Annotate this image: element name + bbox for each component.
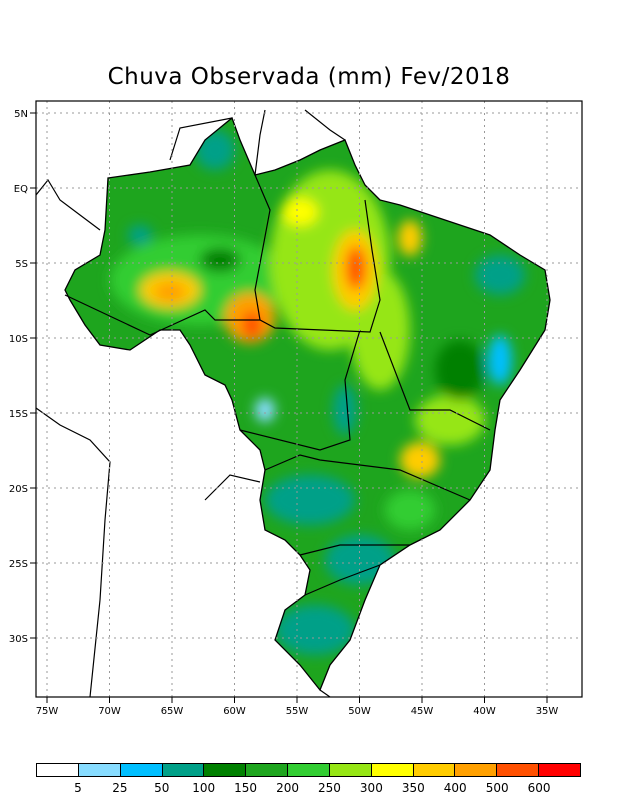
lat-label: 5S xyxy=(15,259,28,270)
colorbar-swatch xyxy=(371,764,414,776)
colorbar-swatch xyxy=(455,764,498,776)
colorbar-label: 50 xyxy=(154,781,170,795)
map-frame xyxy=(35,100,583,698)
colorbar xyxy=(36,763,581,777)
colorbar-swatch xyxy=(246,764,289,776)
lon-label: 60W xyxy=(223,706,246,717)
colorbar-swatch xyxy=(413,764,456,776)
lon-label: 45W xyxy=(411,706,434,717)
colorbar-label: 600 xyxy=(527,781,551,795)
lat-label: 15S xyxy=(9,409,28,420)
colorbar-label: 300 xyxy=(359,781,383,795)
colorbar-swatch xyxy=(162,764,205,776)
lat-label: 20S xyxy=(9,484,28,495)
colorbar-swatch xyxy=(37,764,79,776)
lon-label: 50W xyxy=(348,706,371,717)
lat-label: 30S xyxy=(9,634,28,645)
colorbar-label: 250 xyxy=(318,781,341,795)
colorbar-swatch xyxy=(539,764,580,776)
colorbar-label: 500 xyxy=(485,781,509,795)
lat-label: EQ xyxy=(14,184,28,195)
colorbar-swatch xyxy=(497,764,540,776)
colorbar-label: 25 xyxy=(112,781,128,795)
lat-label: 25S xyxy=(9,559,28,570)
colorbar-swatch xyxy=(329,764,372,776)
colorbar-swatch xyxy=(288,764,330,776)
lon-label: 40W xyxy=(473,706,496,717)
colorbar-label: 350 xyxy=(401,781,425,795)
lon-label: 35W xyxy=(536,706,559,717)
colorbar-label: 150 xyxy=(234,781,258,795)
colorbar-label: 100 xyxy=(192,781,216,795)
colorbar-labels: 5 25 50 100 150 200 250 300 350 400 500 600 xyxy=(36,781,581,795)
lat-label: 5N xyxy=(14,109,28,120)
map-title: Chuva Observada (mm) Fev/2018 xyxy=(107,64,511,90)
colorbar-swatch xyxy=(204,764,247,776)
colorbar-swatch xyxy=(120,764,163,776)
colorbar-swatch xyxy=(78,764,121,776)
lat-label: 10S xyxy=(9,334,28,345)
lon-label: 75W xyxy=(36,706,59,717)
lon-label: 70W xyxy=(98,706,121,717)
lon-label: 65W xyxy=(161,706,184,717)
lon-label: 55W xyxy=(286,706,309,717)
colorbar-label: 400 xyxy=(443,781,467,795)
colorbar-label: 5 xyxy=(74,781,82,795)
precipitation-map: 5N EQ 5S 10S 15S 20S 25S 30S 75W 70W 65W 60W 55W 50W 4… xyxy=(9,100,583,717)
colorbar-label: 200 xyxy=(276,781,299,795)
